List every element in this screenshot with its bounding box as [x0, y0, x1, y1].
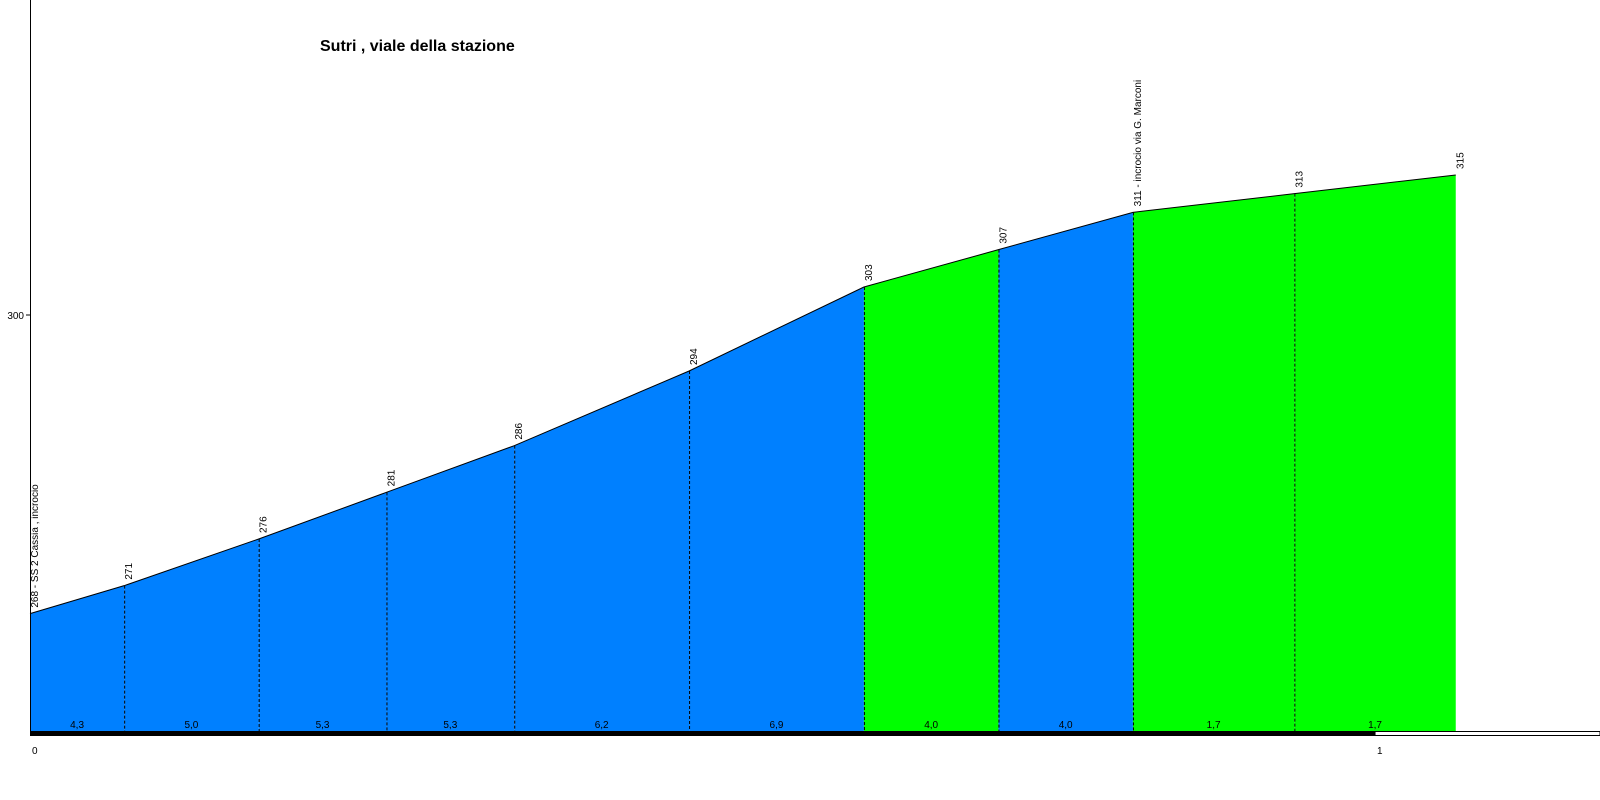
point-elevation-label: 311 - incrocio via G. Marconi — [1133, 80, 1144, 207]
profile-segment — [998, 212, 1133, 732]
axes-layer: 300 0 1 — [7, 0, 1600, 757]
x-tick-label: 0 — [32, 746, 38, 757]
gradient-label: 1,7 — [1368, 720, 1382, 731]
chart-title: Sutri , viale della stazione — [320, 38, 515, 55]
x-tick-label: 1 — [1377, 746, 1383, 757]
profile-segment — [1132, 193, 1295, 731]
gradient-label: 6,9 — [770, 720, 784, 731]
profile-segment — [30, 585, 125, 731]
profile-segment — [1294, 175, 1456, 731]
gradient-label: 5,3 — [316, 720, 330, 731]
gradient-label: 6,2 — [595, 720, 609, 731]
labels-layer: 4,3 5,0 5,3 5,3 6,2 6,9 4,0 4,0 1,7 1,7 268 - SS 2… — [30, 80, 1467, 731]
gradient-label: 1,7 — [1207, 720, 1221, 731]
point-elevation-label: 313 — [1294, 171, 1305, 188]
profile-segment — [258, 492, 387, 731]
profile-segment — [124, 539, 259, 731]
gradient-label: 4,0 — [924, 720, 938, 731]
point-elevation-label: 281 — [386, 469, 397, 486]
profile-segment — [863, 249, 999, 731]
point-elevation-label: 286 — [514, 423, 525, 440]
profile-segment — [386, 445, 515, 731]
profile-segment — [689, 287, 864, 731]
gradient-label: 4,0 — [1059, 720, 1073, 731]
point-elevation-label: 307 — [998, 227, 1009, 244]
distance-bar-empty — [1374, 731, 1600, 736]
point-elevation-label: 303 — [864, 264, 875, 281]
point-elevation-label: 276 — [259, 516, 270, 533]
point-elevation-label: 315 — [1456, 152, 1467, 169]
dividers-layer — [124, 193, 1296, 731]
point-elevation-label: 294 — [689, 348, 700, 365]
segments-layer — [29, 174, 1456, 732]
point-elevation-label: 271 — [124, 563, 135, 580]
distance-bar-filled — [30, 731, 1376, 736]
gradient-label: 5,3 — [443, 720, 457, 731]
gradient-label: 5,0 — [184, 720, 198, 731]
point-elevation-label: 268 - SS 2 Cassia , incrocio — [30, 484, 41, 608]
profile-segment — [514, 371, 690, 731]
gradient-label: 4,3 — [70, 720, 84, 731]
y-tick-label: 300 — [7, 311, 24, 322]
